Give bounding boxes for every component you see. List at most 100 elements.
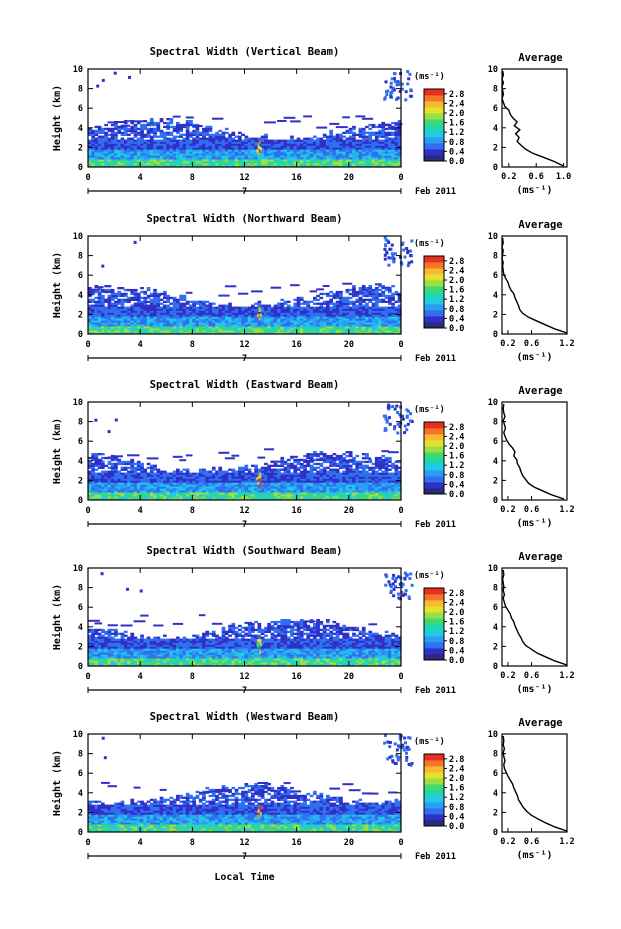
average-x-label: (ms⁻¹) bbox=[516, 850, 552, 861]
x-tick-label: 16 bbox=[292, 506, 302, 516]
average-title: Average bbox=[518, 219, 562, 231]
y-tick-label: 2 bbox=[78, 808, 83, 818]
average-y-tick: 2 bbox=[493, 310, 498, 320]
colorbar-tick: 2.4 bbox=[449, 432, 464, 442]
average-profile-line bbox=[502, 735, 568, 832]
colorbar-unit: (ms⁻¹) bbox=[414, 72, 445, 82]
colorbar-swatch bbox=[424, 274, 444, 281]
x-tick-label: 12 bbox=[239, 672, 249, 682]
x-tick-label: 8 bbox=[190, 672, 195, 682]
colorbar-tick: 2.4 bbox=[449, 99, 464, 109]
colorbar-swatch bbox=[424, 422, 444, 429]
average-profile-line bbox=[501, 70, 564, 167]
x-tick-label: 12 bbox=[239, 173, 249, 183]
colorbar-swatch bbox=[424, 594, 444, 601]
x-tick-label: 12 bbox=[239, 506, 249, 516]
average-y-tick: 10 bbox=[488, 730, 498, 740]
day-marker: 7 bbox=[242, 520, 247, 530]
colorbar-tick: 2.8 bbox=[449, 589, 464, 599]
heatmap-field bbox=[88, 734, 414, 833]
average-y-tick: 8 bbox=[493, 418, 498, 428]
colorbar-tick: 0.4 bbox=[449, 646, 464, 656]
colorbar-unit: (ms⁻¹) bbox=[414, 239, 445, 249]
day-marker: 7 bbox=[242, 686, 247, 696]
colorbar-swatch bbox=[424, 636, 444, 643]
average-y-tick: 2 bbox=[493, 143, 498, 153]
y-tick-label: 8 bbox=[78, 750, 83, 760]
x-tick-label: 0 bbox=[85, 340, 90, 350]
x-tick-label: 0 bbox=[85, 173, 90, 183]
colorbar-swatch bbox=[424, 434, 444, 441]
colorbar-frame bbox=[423, 587, 445, 661]
average-x-tick: 0.2 bbox=[500, 505, 515, 515]
average-y-tick: 6 bbox=[493, 603, 498, 613]
colorbar-swatch bbox=[424, 143, 444, 150]
panel-3: Spectral Width (Southward Beam) 0 2 4 6 8 10 0 4… bbox=[51, 545, 575, 696]
colorbar-swatch bbox=[424, 119, 444, 126]
average-x-tick: 0.6 bbox=[524, 505, 539, 515]
average-x-tick: 0.6 bbox=[524, 837, 539, 847]
colorbar-tick: 1.6 bbox=[449, 784, 464, 794]
heatmap-field bbox=[88, 403, 414, 501]
colorbar-tick: 0.0 bbox=[449, 157, 464, 167]
colorbar-swatch bbox=[424, 322, 444, 329]
average-frame bbox=[501, 567, 568, 667]
colorbar-swatch bbox=[424, 304, 444, 311]
colorbar-swatch bbox=[424, 612, 444, 619]
colorbar-swatch bbox=[424, 606, 444, 613]
average-y-tick: 8 bbox=[493, 750, 498, 760]
colorbar-tick: 1.2 bbox=[449, 461, 464, 471]
average-y-tick: 2 bbox=[493, 476, 498, 486]
colorbar-swatch bbox=[424, 452, 444, 459]
colorbar-tick: 0.8 bbox=[449, 637, 464, 647]
average-y-tick: 8 bbox=[493, 85, 498, 95]
colorbar-swatch bbox=[424, 316, 444, 323]
day-marker: 7 bbox=[242, 187, 247, 197]
colorbar-unit: (ms⁻¹) bbox=[414, 571, 445, 581]
x-tick-label: 4 bbox=[138, 838, 143, 848]
colorbar-tick: 0.0 bbox=[449, 324, 464, 334]
average-y-tick: 0 bbox=[493, 163, 498, 173]
colorbar-swatch bbox=[424, 107, 444, 114]
date-label: Feb 2011 bbox=[415, 187, 456, 197]
x-tick-label: 16 bbox=[292, 173, 302, 183]
date-label: Feb 2011 bbox=[415, 852, 456, 862]
heatmap-field bbox=[88, 571, 414, 667]
average-y-tick: 2 bbox=[493, 642, 498, 652]
average-y-tick: 4 bbox=[493, 124, 498, 134]
y-tick-label: 4 bbox=[78, 623, 83, 633]
colorbar-tick: 2.0 bbox=[449, 442, 464, 452]
average-x-label: (ms⁻¹) bbox=[516, 684, 552, 695]
average-y-tick: 4 bbox=[493, 623, 498, 633]
colorbar-swatch bbox=[424, 482, 444, 489]
colorbar-tick: 2.8 bbox=[449, 90, 464, 100]
average-y-tick: 10 bbox=[488, 398, 498, 408]
x-tick-label: 0 bbox=[398, 672, 403, 682]
colorbar-swatch bbox=[424, 814, 444, 821]
colorbar-swatch bbox=[424, 101, 444, 108]
heatmap-field bbox=[88, 70, 413, 168]
y-tick-label: 8 bbox=[78, 252, 83, 262]
colorbar-tick: 2.4 bbox=[449, 764, 464, 774]
panel-1: Spectral Width (Northward Beam) 0 2 4 6 8 10 0 4… bbox=[51, 213, 575, 364]
average-y-tick: 6 bbox=[493, 104, 498, 114]
colorbar-swatch bbox=[424, 618, 444, 625]
x-tick-label: 0 bbox=[398, 506, 403, 516]
colorbar-unit: (ms⁻¹) bbox=[414, 737, 445, 747]
colorbar-swatch bbox=[424, 310, 444, 317]
colorbar-swatch bbox=[424, 624, 444, 631]
colorbar-tick: 0.8 bbox=[449, 471, 464, 481]
average-y-tick: 0 bbox=[493, 828, 498, 838]
x-tick-label: 4 bbox=[138, 173, 143, 183]
average-x-tick: 1.2 bbox=[559, 505, 574, 515]
average-y-tick: 4 bbox=[493, 457, 498, 467]
x-axis-label: Local Time bbox=[214, 871, 274, 883]
y-tick-label: 8 bbox=[78, 584, 83, 594]
average-x-tick: 0.2 bbox=[500, 671, 515, 681]
colorbar-swatch bbox=[424, 458, 444, 465]
y-axis-label: Height (km) bbox=[51, 85, 63, 151]
x-tick-label: 0 bbox=[398, 173, 403, 183]
colorbar-swatch bbox=[424, 286, 444, 293]
colorbar-tick: 2.4 bbox=[449, 598, 464, 608]
y-tick-label: 4 bbox=[78, 457, 83, 467]
